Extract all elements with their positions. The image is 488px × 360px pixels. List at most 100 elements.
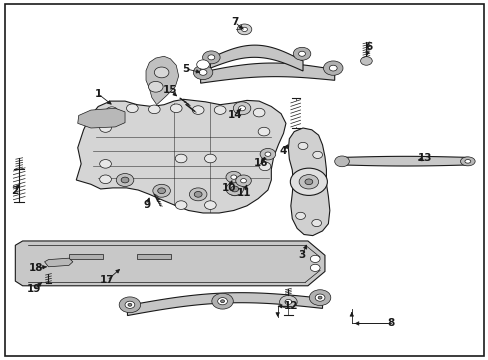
Text: 8: 8 — [386, 319, 394, 328]
Circle shape — [116, 174, 134, 186]
Polygon shape — [210, 45, 303, 71]
Circle shape — [318, 296, 322, 299]
Text: 3: 3 — [298, 250, 305, 260]
Text: 16: 16 — [253, 158, 267, 168]
Circle shape — [125, 301, 135, 309]
Circle shape — [230, 175, 236, 179]
Circle shape — [233, 102, 250, 115]
Polygon shape — [76, 99, 285, 213]
Circle shape — [310, 255, 320, 262]
Circle shape — [148, 81, 163, 92]
Circle shape — [315, 294, 325, 301]
Circle shape — [153, 184, 170, 197]
Circle shape — [241, 27, 247, 32]
Circle shape — [211, 293, 233, 309]
Circle shape — [196, 60, 209, 69]
Polygon shape — [15, 241, 325, 286]
Circle shape — [192, 106, 203, 114]
Text: 9: 9 — [143, 200, 150, 210]
Circle shape — [299, 175, 318, 189]
Circle shape — [298, 142, 307, 149]
Text: 10: 10 — [221, 183, 236, 193]
Ellipse shape — [460, 157, 474, 166]
Circle shape — [175, 201, 186, 210]
Polygon shape — [341, 156, 468, 166]
Circle shape — [310, 264, 320, 271]
Circle shape — [230, 186, 238, 192]
Circle shape — [295, 212, 305, 220]
Circle shape — [170, 104, 182, 113]
Polygon shape — [44, 258, 73, 267]
Circle shape — [238, 106, 245, 111]
Circle shape — [360, 57, 371, 65]
Circle shape — [220, 300, 224, 303]
Circle shape — [235, 175, 251, 186]
Ellipse shape — [464, 159, 470, 163]
Circle shape — [199, 69, 206, 75]
Text: 5: 5 — [182, 64, 189, 74]
Circle shape — [312, 151, 322, 158]
Circle shape — [225, 171, 241, 183]
Circle shape — [260, 148, 275, 160]
Circle shape — [290, 168, 327, 195]
Circle shape — [253, 108, 264, 117]
Text: 18: 18 — [28, 263, 43, 273]
Circle shape — [204, 201, 216, 210]
Circle shape — [238, 104, 250, 113]
Text: 6: 6 — [365, 42, 372, 52]
Polygon shape — [200, 63, 334, 83]
Circle shape — [121, 177, 129, 183]
Circle shape — [279, 296, 297, 309]
Circle shape — [285, 300, 291, 305]
Circle shape — [311, 220, 321, 226]
Circle shape — [323, 61, 342, 75]
Circle shape — [258, 127, 269, 136]
Text: 12: 12 — [283, 301, 298, 311]
Polygon shape — [127, 293, 322, 316]
Circle shape — [214, 106, 225, 114]
Text: 19: 19 — [27, 284, 41, 294]
Polygon shape — [78, 108, 125, 128]
Circle shape — [259, 162, 270, 171]
Text: 17: 17 — [100, 275, 114, 285]
Text: 7: 7 — [231, 17, 238, 27]
Circle shape — [298, 51, 305, 56]
Polygon shape — [288, 128, 329, 235]
Circle shape — [100, 159, 111, 168]
Circle shape — [158, 188, 165, 194]
Circle shape — [293, 47, 310, 60]
Polygon shape — [137, 253, 171, 259]
Text: 11: 11 — [237, 188, 251, 198]
Circle shape — [126, 104, 138, 113]
Circle shape — [305, 179, 312, 185]
Circle shape — [100, 124, 111, 132]
Circle shape — [100, 175, 111, 184]
Circle shape — [189, 188, 206, 201]
Circle shape — [128, 303, 132, 306]
Circle shape — [106, 107, 118, 116]
Circle shape — [154, 67, 168, 78]
Circle shape — [225, 183, 243, 195]
Circle shape — [329, 65, 336, 71]
Circle shape — [175, 154, 186, 163]
Text: 1: 1 — [94, 89, 102, 99]
Text: 15: 15 — [163, 85, 177, 95]
Circle shape — [228, 187, 240, 196]
Circle shape — [194, 192, 202, 197]
Text: 2: 2 — [11, 186, 18, 197]
Circle shape — [193, 65, 212, 80]
Polygon shape — [146, 56, 178, 105]
Circle shape — [207, 55, 214, 60]
Text: 4: 4 — [279, 146, 286, 156]
Circle shape — [202, 51, 220, 64]
Circle shape — [264, 152, 270, 156]
Text: 14: 14 — [227, 111, 242, 121]
Circle shape — [334, 156, 348, 167]
Polygon shape — [69, 253, 103, 259]
Text: 13: 13 — [417, 153, 431, 163]
Circle shape — [237, 24, 251, 35]
Circle shape — [240, 179, 246, 183]
Circle shape — [204, 154, 216, 163]
Circle shape — [148, 105, 160, 114]
Circle shape — [119, 297, 141, 313]
